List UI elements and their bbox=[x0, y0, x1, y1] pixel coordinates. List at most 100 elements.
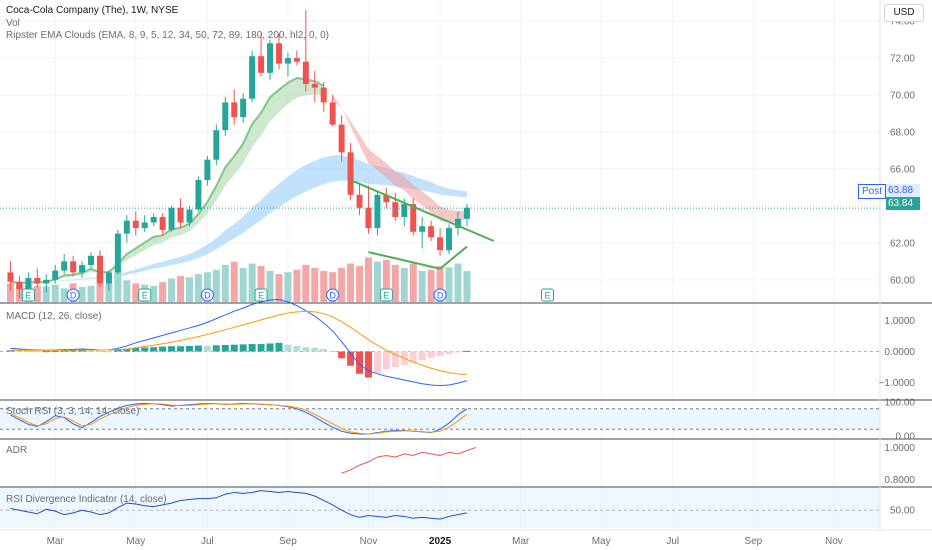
macd-histogram-bar bbox=[132, 348, 140, 352]
ema-clouds bbox=[10, 77, 467, 285]
candle-body bbox=[52, 270, 59, 280]
adr-pane bbox=[341, 446, 477, 474]
macd-histogram-bar bbox=[6, 350, 14, 352]
candle-body bbox=[150, 216, 157, 223]
candle-body bbox=[284, 58, 291, 64]
candle-body bbox=[293, 58, 300, 62]
macd-legend[interactable]: MACD (12, 26, close) bbox=[6, 311, 102, 322]
candle-body bbox=[204, 159, 211, 181]
candle-body bbox=[16, 281, 23, 290]
candle-body bbox=[249, 56, 256, 99]
price-candles bbox=[7, 10, 470, 299]
time-tick-label: Jul bbox=[666, 536, 679, 547]
volume-bar bbox=[60, 288, 68, 302]
macd-histogram-bar bbox=[311, 347, 319, 352]
volume-bar bbox=[445, 267, 453, 302]
volume-bar bbox=[338, 267, 346, 302]
adr-line bbox=[341, 446, 477, 474]
candle-body bbox=[168, 207, 175, 230]
volume-bar bbox=[78, 287, 86, 302]
volume-bar bbox=[257, 266, 265, 302]
macd-histogram-bar bbox=[194, 345, 202, 352]
volume-bar bbox=[42, 286, 50, 302]
volume-bar bbox=[123, 280, 131, 302]
volume-bar bbox=[463, 271, 471, 302]
stoch-tick-label: 100.00 bbox=[884, 398, 915, 409]
candle-body bbox=[123, 220, 130, 234]
event-marker-label: E bbox=[142, 291, 148, 301]
candle-body bbox=[141, 222, 148, 229]
earnings-icon bbox=[540, 288, 554, 302]
macd-histogram-bar bbox=[15, 350, 23, 352]
post-price-tag: 63.88 bbox=[886, 184, 920, 197]
candle-body bbox=[383, 194, 390, 203]
candle-body bbox=[428, 226, 435, 238]
currency-button[interactable]: USD bbox=[884, 4, 924, 22]
volume-bar bbox=[409, 263, 417, 302]
volume-bar bbox=[221, 264, 229, 302]
macd-histogram-bar bbox=[33, 351, 41, 353]
candle-body bbox=[437, 237, 444, 251]
time-tick-label: Mar bbox=[47, 536, 65, 547]
candle-body bbox=[105, 272, 112, 284]
macd-histogram-bar bbox=[257, 344, 265, 352]
candle-body bbox=[177, 207, 184, 223]
volume-bar bbox=[239, 267, 247, 302]
volume-bar bbox=[311, 267, 319, 302]
time-axis[interactable]: Mar May Jul Sep Nov 2025 Mar May Jul Sep Nov bbox=[47, 536, 843, 547]
macd-tick-label: 1.0000 bbox=[884, 316, 915, 327]
adr-legend[interactable]: ADR bbox=[6, 445, 28, 456]
chart-title: Coca-Cola Company (The), 1W, NYSE bbox=[6, 5, 179, 16]
candle-body bbox=[392, 202, 399, 217]
candle-body bbox=[61, 261, 68, 271]
volume-bar bbox=[293, 269, 301, 302]
ema-cloud-legend[interactable]: Ripster EMA Clouds (EMA, 8, 9, 5, 12, 34… bbox=[6, 30, 329, 41]
rsi-divergence-legend[interactable]: RSI Divergence Indicator (14, close) bbox=[6, 494, 167, 505]
macd-histogram-bar bbox=[266, 343, 274, 352]
macd-tick-label: 0.0000 bbox=[884, 347, 915, 358]
volume-bar bbox=[329, 272, 337, 302]
macd-histogram-bar bbox=[284, 344, 292, 352]
volume-bar bbox=[418, 271, 426, 302]
dividend-icon bbox=[66, 288, 80, 302]
time-tick-label: Nov bbox=[360, 536, 378, 547]
candle-body bbox=[329, 102, 336, 125]
volume-legend[interactable]: Vol bbox=[6, 18, 20, 29]
macd-histogram-bar bbox=[436, 351, 444, 357]
earnings-icon bbox=[254, 288, 268, 302]
dividend-icon bbox=[433, 288, 447, 302]
stoch-rsi-legend[interactable]: Stoch RSI (3, 3, 14, 14, close) bbox=[6, 406, 140, 417]
macd-histogram-bar bbox=[239, 344, 247, 352]
price-tick-label: 66.00 bbox=[890, 164, 915, 175]
macd-histogram-bar bbox=[24, 350, 32, 352]
rsi-divergence-pane bbox=[0, 488, 880, 528]
time-tick-label: Mar bbox=[512, 536, 530, 547]
volume-bar bbox=[356, 266, 364, 302]
price-tick-label: 62.00 bbox=[890, 238, 915, 249]
earnings-icon bbox=[138, 288, 152, 302]
volume-bar bbox=[96, 274, 104, 302]
candle-body bbox=[240, 98, 247, 118]
stoch-band bbox=[0, 408, 880, 430]
adr-tick-label: 1.0000 bbox=[884, 443, 915, 454]
price-axis[interactable]: 74.0072.0070.0068.0066.0064.0062.0060.00… bbox=[879, 17, 916, 517]
macd-histogram-bar bbox=[382, 351, 390, 370]
volume-bar bbox=[150, 285, 158, 302]
macd-histogram-bar bbox=[418, 351, 426, 361]
candle-body bbox=[454, 218, 461, 229]
time-tick-label: Nov bbox=[825, 536, 843, 547]
time-tick-label: Jul bbox=[201, 536, 214, 547]
macd-histogram-bar bbox=[60, 350, 68, 352]
time-tick-label: 2025 bbox=[429, 536, 452, 547]
adr-tick-label: 0.8000 bbox=[884, 475, 915, 486]
candle-body bbox=[258, 56, 265, 73]
macd-histogram-bar bbox=[347, 351, 355, 366]
macd-histogram-bar bbox=[427, 351, 435, 358]
candle-body bbox=[96, 255, 103, 284]
macd-histogram-bar bbox=[42, 351, 50, 353]
volume-bar bbox=[373, 261, 381, 302]
macd-histogram-bar bbox=[248, 344, 256, 352]
macd-histogram-bar bbox=[356, 351, 364, 374]
ema-8-12-cloud-up bbox=[10, 78, 324, 284]
